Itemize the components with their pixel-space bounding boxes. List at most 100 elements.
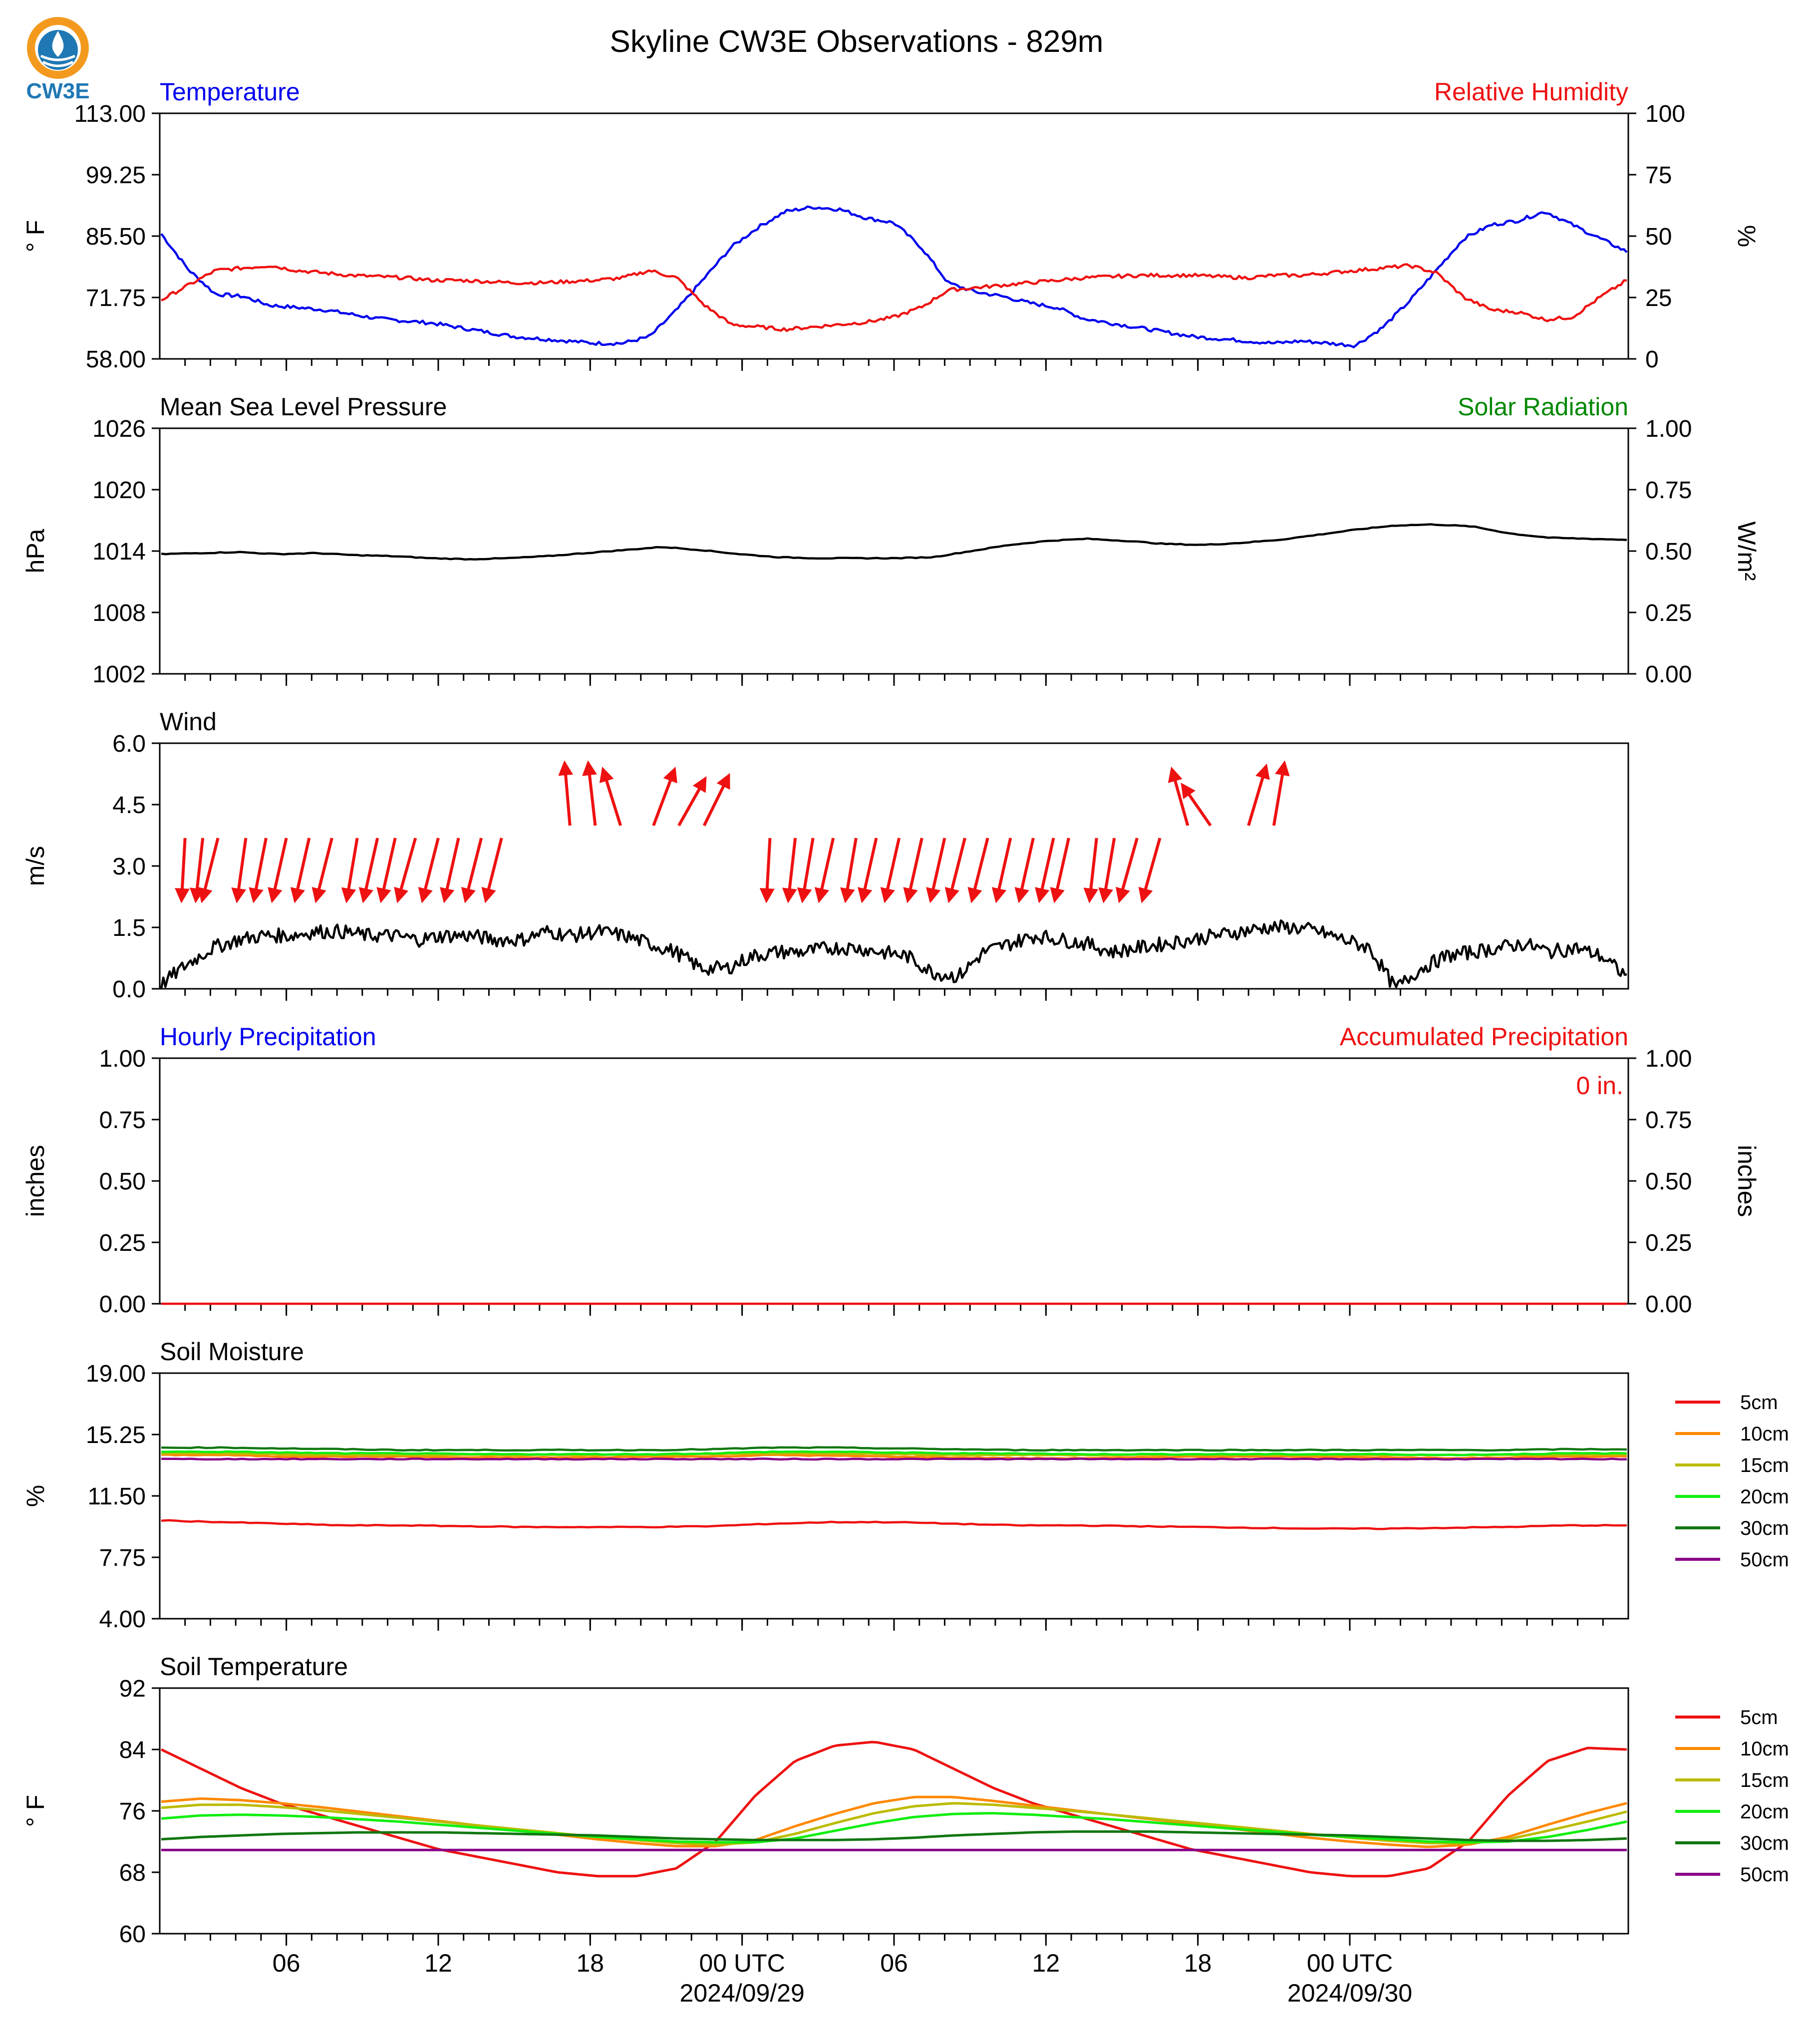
y-tick-label: 1.5 <box>112 915 146 941</box>
y-right-tick-label: 0 <box>1645 346 1659 373</box>
y-tick-label: 76 <box>119 1798 146 1825</box>
legend: 5cm 10cm 15cm 20cm 30cm 50cm <box>1675 1392 1789 1571</box>
x-date-label: 2024/09/30 <box>1287 1979 1412 2007</box>
y-axis-label: inches <box>21 1145 49 1217</box>
wind-vector-arrow <box>1247 763 1270 826</box>
y-tick-label: 0.00 <box>99 1291 146 1318</box>
y-tick-label: 1020 <box>92 477 146 504</box>
panel-title-left: Soil Moisture <box>160 1338 304 1366</box>
y-tick-label: 84 <box>119 1737 146 1763</box>
panel-soil_temperature: 60 68 76 84 92 Soil Temperature ° F 5cm 10cm 15cm… <box>21 1653 1789 1948</box>
x-tick-label: 18 <box>576 1949 604 1977</box>
y-tick-label: 11.50 <box>87 1483 146 1510</box>
series-line-pressure <box>161 523 1627 561</box>
panel-precip: 0.00 0.25 0.50 0.75 1.00 0.00 0.25 0.50 0.75 1.00… <box>21 1023 1761 1318</box>
wind-vector-arrow <box>677 776 707 827</box>
panel-title-left: Hourly Precipitation <box>160 1023 376 1051</box>
y-right-tick-label: 0.25 <box>1645 1230 1692 1256</box>
panels: 58.00 71.75 85.50 99.25 113.00 0 25 50 75 100 Temp… <box>21 78 1789 2007</box>
wind-vector-arrow <box>1098 838 1116 903</box>
wind-vector-arrow <box>418 838 440 903</box>
logo-text: CW3E <box>26 79 89 103</box>
wind-vector-arrow <box>481 838 503 903</box>
y-tick-label: 85.50 <box>86 224 146 250</box>
y-tick-label: 99.25 <box>86 162 146 189</box>
wind-vector-arrow <box>231 838 248 903</box>
y-right-tick-label: 1.00 <box>1645 1046 1692 1072</box>
x-tick-label: 12 <box>424 1949 452 1977</box>
y-tick-label: 113.00 <box>74 101 146 127</box>
wind-vector-arrow <box>814 838 835 903</box>
wind-vector-arrow <box>858 838 878 903</box>
series-line-10cm <box>161 1795 1627 1848</box>
legend-label: 5cm <box>1740 1392 1778 1414</box>
y-tick-label: 1.00 <box>99 1046 146 1072</box>
legend-label: 15cm <box>1740 1769 1789 1791</box>
series-line-5cm <box>160 1740 1627 1878</box>
wind-vector-arrow <box>797 838 815 903</box>
legend-label: 20cm <box>1740 1486 1789 1508</box>
accumulated-precip-value: 0 in. <box>1576 1072 1623 1100</box>
wind-vector-arrow <box>189 838 205 903</box>
series-line-30cm <box>161 1830 1627 1842</box>
wind-vector-arrow <box>1272 760 1290 826</box>
wind-vector-arrow <box>198 838 220 903</box>
panel-title-left: Wind <box>160 708 217 736</box>
panel-pressure: 1002 1008 1014 1020 1026 0.00 0.25 0.50 0.75 1.00… <box>21 393 1761 688</box>
wind-vector-arrow <box>358 838 379 903</box>
wind-vector-arrow <box>926 838 946 903</box>
y-right-tick-label: 0.75 <box>1645 477 1692 504</box>
y-tick-label: 0.0 <box>112 976 146 1003</box>
y-tick-label: 6.0 <box>112 731 146 757</box>
wind-vector-arrow <box>1138 838 1162 903</box>
y-tick-label: 58.00 <box>86 346 146 373</box>
panel-title-left: Mean Sea Level Pressure <box>160 393 447 421</box>
wind-vector-arrow <box>903 838 923 903</box>
y-right-tick-label: 75 <box>1645 162 1672 189</box>
wind-vector-arrow <box>944 838 966 903</box>
y-tick-label: 19.00 <box>86 1361 146 1387</box>
series-line-30cm <box>161 1446 1627 1452</box>
series-line-20cm <box>161 1812 1627 1844</box>
y-axis-right-label: % <box>1733 225 1761 247</box>
y-tick-label: 68 <box>119 1860 146 1886</box>
x-date-label: 2024/09/29 <box>680 1979 805 2007</box>
legend-label: 15cm <box>1740 1454 1789 1476</box>
series-line-temperature <box>160 205 1628 348</box>
legend-label: 10cm <box>1740 1423 1789 1445</box>
wind-vector-arrow <box>249 838 268 903</box>
series-line-15cm <box>161 1802 1627 1846</box>
series-line-20cm <box>161 1450 1627 1456</box>
y-right-tick-label: 25 <box>1645 285 1672 311</box>
series-line-10cm <box>161 1453 1627 1460</box>
wind-vector-arrow <box>759 838 775 903</box>
wind-vector-arrow <box>880 838 901 903</box>
y-tick-label: 1014 <box>92 539 146 565</box>
legend-label: 20cm <box>1740 1801 1789 1823</box>
legend-label: 30cm <box>1740 1517 1789 1539</box>
y-tick-label: 1026 <box>92 416 146 442</box>
wind-vector-arrow <box>268 838 288 903</box>
y-right-tick-label: 100 <box>1645 101 1685 127</box>
y-right-tick-label: 0.00 <box>1645 661 1692 688</box>
x-tick-label: 00 UTC <box>699 1949 785 1977</box>
y-axis-label: m/s <box>21 846 49 886</box>
wind-vector-arrow <box>440 838 460 903</box>
y-tick-label: 0.25 <box>99 1230 146 1256</box>
y-right-tick-label: 0.50 <box>1645 1168 1692 1195</box>
x-tick-label: 06 <box>880 1949 908 1977</box>
legend: 5cm 10cm 15cm 20cm 30cm 50cm <box>1675 1707 1789 1886</box>
y-tick-label: 92 <box>119 1676 146 1702</box>
wind-vector-arrow <box>1115 838 1139 903</box>
y-tick-label: 60 <box>119 1921 146 1948</box>
y-tick-label: 1008 <box>92 600 146 626</box>
x-tick-label: 06 <box>273 1949 301 1977</box>
wind-vector-arrow <box>582 760 598 826</box>
wind-vector-arrow <box>840 838 858 903</box>
legend-label: 30cm <box>1740 1832 1789 1854</box>
wind-vector-arrow <box>1035 838 1055 903</box>
wind-vector-arrow <box>558 760 574 826</box>
y-right-tick-label: 1.00 <box>1645 416 1692 442</box>
x-tick-label: 00 UTC <box>1307 1949 1393 1977</box>
y-tick-label: 71.75 <box>86 285 146 311</box>
